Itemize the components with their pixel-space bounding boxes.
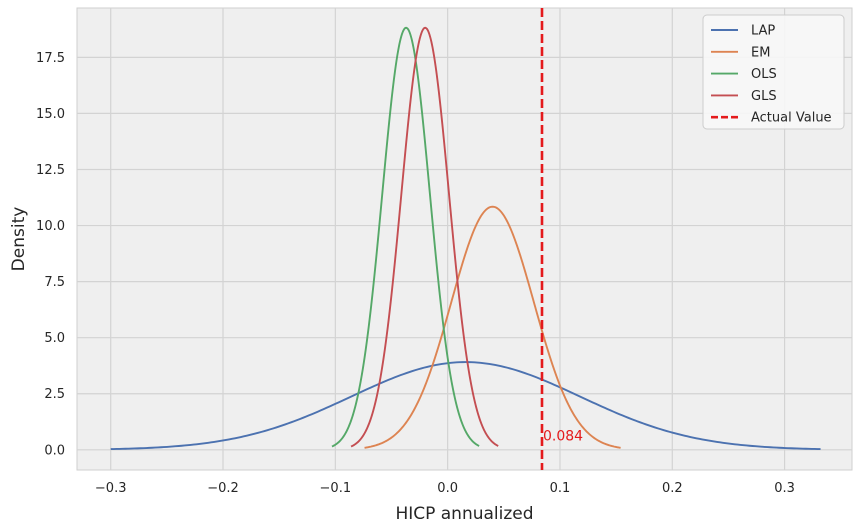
x-tick-label: −0.2 — [207, 481, 239, 496]
actual-value-annotation: 0.084 — [543, 429, 583, 445]
y-tick-label: 0.0 — [44, 443, 65, 458]
legend-label: LAP — [751, 24, 775, 39]
series-line-ols — [331, 26, 480, 448]
y-tick-label: 15.0 — [36, 107, 65, 122]
y-tick-label: 10.0 — [36, 219, 65, 234]
series-line-lap — [110, 361, 821, 451]
x-tick-label: 0.3 — [774, 481, 795, 496]
x-tick-label: 0.1 — [550, 481, 571, 496]
x-tick-label: 0.2 — [662, 481, 683, 496]
series-line-gls — [350, 26, 499, 448]
legend-label: Actual Value — [751, 111, 832, 126]
legend-label: GLS — [751, 89, 777, 104]
x-tick-label: 0.0 — [437, 481, 458, 496]
y-tick-labels: 0.0 2.5 5.0 7.5 10.0 12.5 15.0 17.5 — [36, 51, 65, 458]
x-axis-label: HICP annualized — [395, 504, 533, 524]
y-tick-label: 5.0 — [44, 331, 65, 346]
x-tick-label: −0.1 — [320, 481, 352, 496]
series-layer — [110, 26, 821, 451]
legend: LAP EM OLS GLS Actual Value — [702, 14, 845, 130]
x-tick-label: −0.3 — [95, 481, 127, 496]
legend-label: EM — [751, 45, 770, 60]
y-tick-label: 2.5 — [44, 387, 65, 402]
y-tick-label: 12.5 — [36, 163, 65, 178]
y-tick-label: 7.5 — [44, 275, 65, 290]
x-tick-labels: −0.3 −0.2 −0.1 0.0 0.1 0.2 0.3 — [95, 481, 795, 496]
y-tick-label: 17.5 — [36, 51, 65, 66]
legend-label: OLS — [751, 67, 777, 82]
legend-box — [702, 14, 845, 130]
y-axis-label: Density — [9, 207, 29, 272]
series-line-em — [364, 205, 621, 449]
